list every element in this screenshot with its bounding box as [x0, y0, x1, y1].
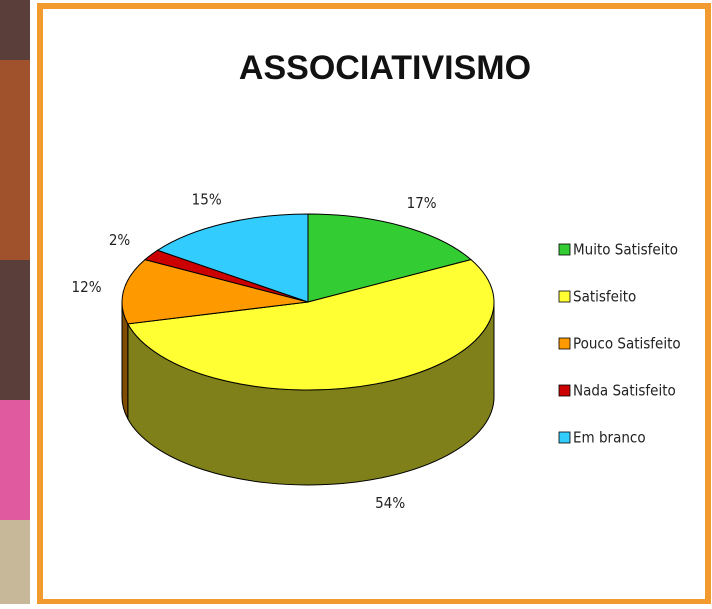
pie-slice [156, 213, 309, 303]
value-label: 15% [192, 191, 222, 209]
value-label: 2% [109, 231, 131, 249]
legend-label: Muito Satisfeito [573, 241, 678, 259]
photo-detail [0, 400, 30, 520]
legend-label: Nada Satisfeito [573, 382, 676, 400]
legend-swatch [558, 431, 571, 444]
pie-slice [127, 259, 495, 391]
value-label: 17% [407, 194, 437, 212]
value-label: 12% [72, 278, 102, 296]
chart-title: ASSOCIATIVISMO [239, 49, 531, 87]
value-label: 54% [375, 494, 405, 512]
legend-swatch [558, 337, 571, 350]
legend-label: Em branco [573, 429, 646, 447]
pie-slice [121, 259, 309, 325]
photo-detail [0, 520, 30, 604]
legend-swatch [558, 290, 571, 303]
legend-label: Satisfeito [573, 288, 636, 306]
legend-swatch [558, 243, 571, 256]
pie-slice [307, 213, 473, 303]
photo-detail [0, 60, 30, 260]
legend-label: Pouco Satisfeito [573, 335, 681, 353]
legend-swatch [558, 384, 571, 397]
